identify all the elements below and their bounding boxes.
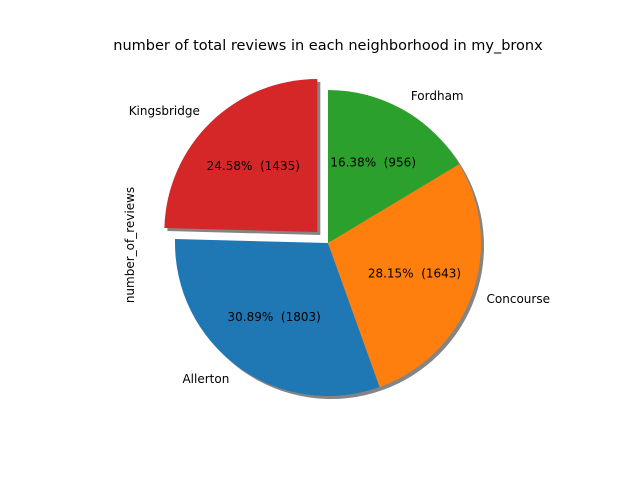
pie-slices (164, 79, 481, 396)
slice-value-label-fordham: 16.38% (956) (330, 156, 416, 170)
slice-label-fordham: Fordham (411, 89, 464, 103)
slice-value-label-allerton: 30.89% (1803) (228, 310, 321, 324)
pie-slice-concourse (328, 164, 481, 388)
chart-title: number of total reviews in each neighbor… (113, 38, 543, 54)
slice-label-concourse: Concourse (487, 292, 550, 306)
slice-value-label-kingsbridge: 24.58% (1435) (207, 159, 300, 173)
slice-label-allerton: Allerton (182, 372, 229, 386)
pie-slice-allerton (175, 239, 380, 396)
pie-labels: Kingsbridge 24.58% (1435) Allerton 30.89% (… (129, 89, 550, 386)
pie-slice-fordham (328, 90, 460, 243)
pie-slice-kingsbridge (164, 79, 318, 233)
slice-label-kingsbridge: Kingsbridge (129, 104, 200, 118)
y-axis-label: number_of_reviews (123, 187, 137, 303)
slice-value-label-concourse: 28.15% (1643) (368, 266, 461, 280)
